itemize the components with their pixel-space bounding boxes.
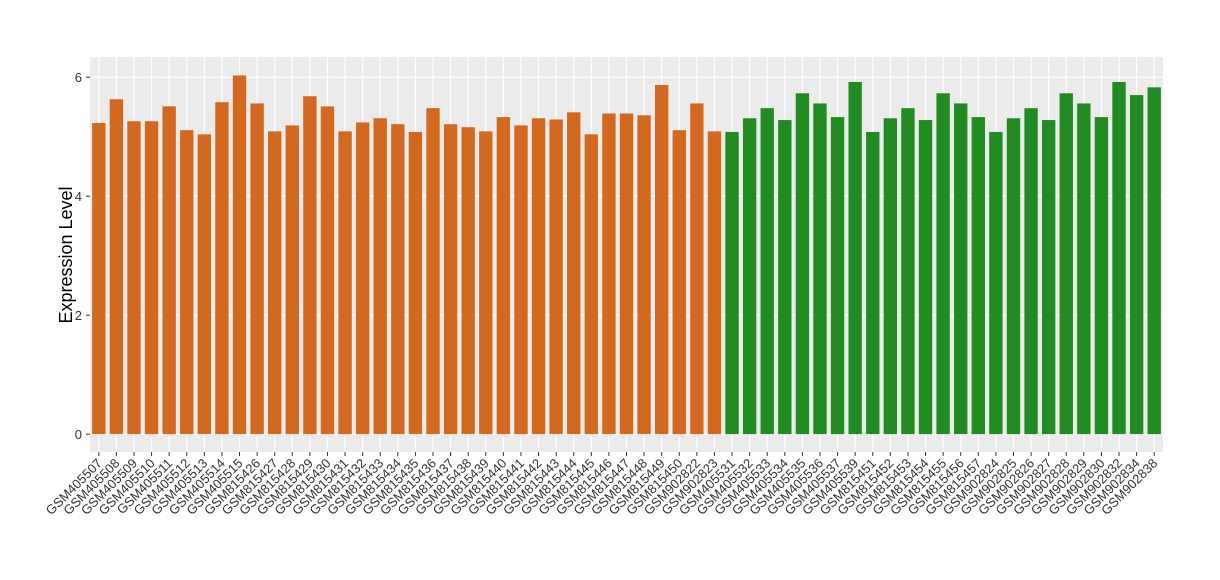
bar (672, 130, 686, 435)
bar (637, 115, 651, 435)
bar (1094, 117, 1109, 435)
y-tick-label: 2 (75, 308, 82, 323)
bar (971, 117, 985, 435)
bar (408, 131, 423, 435)
bar (936, 93, 950, 435)
bar (725, 131, 739, 435)
bar (268, 131, 282, 435)
bar (760, 108, 774, 435)
bar (215, 102, 229, 435)
bar (496, 117, 511, 435)
bar (1059, 93, 1073, 435)
bar (1006, 118, 1021, 435)
bar (989, 131, 1003, 435)
bar (303, 96, 317, 435)
bar (619, 113, 634, 435)
bar (92, 123, 106, 435)
bar (162, 106, 176, 435)
bar (461, 127, 475, 435)
bar (479, 131, 493, 435)
bar (707, 131, 722, 435)
bar (883, 118, 898, 435)
bar (197, 134, 212, 435)
bar (1147, 87, 1161, 435)
bar (426, 108, 440, 435)
bar (338, 131, 352, 435)
bar (901, 108, 915, 435)
bar (1041, 120, 1056, 435)
bar (531, 118, 546, 435)
bar (232, 75, 247, 435)
bar (127, 121, 141, 435)
bar (602, 113, 616, 435)
bar (180, 130, 194, 435)
y-tick-label: 6 (75, 70, 82, 85)
y-tick-label: 4 (75, 189, 82, 204)
bar (285, 125, 299, 435)
bar (109, 99, 124, 435)
bar (144, 121, 159, 435)
bar (654, 84, 669, 435)
bar (1112, 81, 1126, 435)
bar (848, 81, 862, 435)
bar (918, 120, 933, 435)
bar (549, 119, 563, 435)
bar (690, 103, 704, 435)
bar (567, 112, 581, 435)
bar (778, 120, 792, 435)
bar (866, 131, 880, 435)
y-axis-label: Expression Level (56, 186, 76, 323)
bar (355, 122, 370, 435)
bar (795, 93, 810, 435)
bar (584, 134, 599, 435)
bar (954, 103, 968, 435)
bar (830, 117, 845, 435)
bar (250, 103, 264, 435)
bar (320, 106, 335, 435)
bar (373, 118, 387, 435)
bar (1077, 103, 1091, 435)
bar (1024, 108, 1038, 435)
y-tick-label: 0 (75, 427, 82, 442)
bar (1129, 95, 1144, 435)
bar (391, 124, 405, 435)
bar (813, 103, 827, 435)
bar (742, 118, 757, 435)
bar (443, 124, 458, 435)
bar (514, 125, 528, 435)
